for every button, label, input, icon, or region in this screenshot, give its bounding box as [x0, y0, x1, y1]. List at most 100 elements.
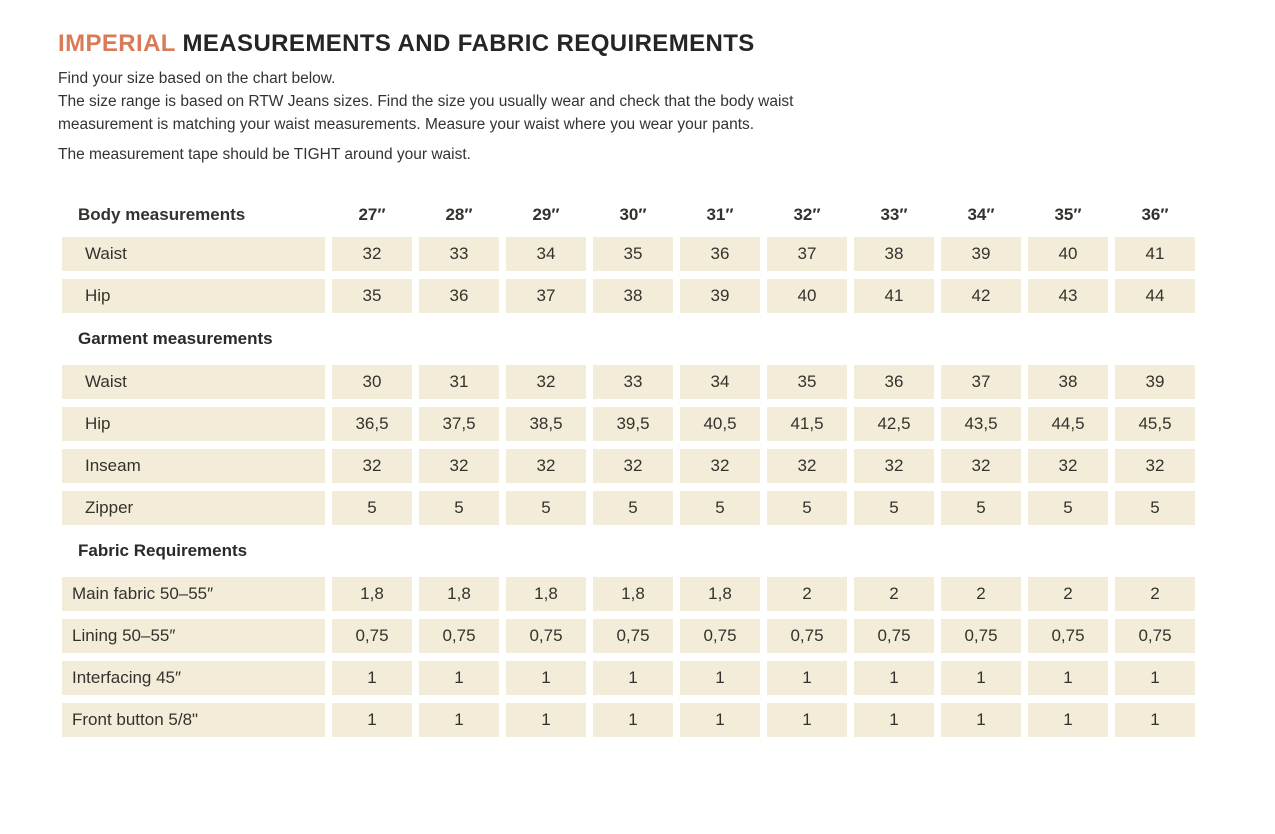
- size-column-header: 31″: [706, 205, 734, 224]
- table-cell: 0,75: [419, 619, 499, 653]
- table-cell: 1: [593, 661, 673, 695]
- table-cell: 5: [332, 491, 412, 525]
- table-cell: 45,5: [1115, 407, 1195, 441]
- table-cell: 1: [419, 661, 499, 695]
- table-cell: 1: [941, 661, 1021, 695]
- table-cell: 2: [941, 577, 1021, 611]
- row-label: Hip: [62, 279, 325, 313]
- table-cell: 37: [767, 237, 847, 271]
- table-cell: 39: [1115, 365, 1195, 399]
- table-cell: 32: [767, 449, 847, 483]
- table-cell: 41: [1115, 237, 1195, 271]
- table-row: Main fabric 50–55″ 1,8 1,8 1,8 1,8 1,8 2 2 2 2 2: [62, 577, 1195, 611]
- table-cell: 0,75: [1115, 619, 1195, 653]
- table-cell: 1: [767, 661, 847, 695]
- section-title-garment: Garment measurements: [78, 329, 273, 348]
- table-cell: 2: [1115, 577, 1195, 611]
- size-column-header: 27″: [358, 205, 386, 224]
- table-header-row: Body measurements 27″ 28″ 29″ 30″ 31″ 32″ 33″ 34…: [62, 198, 1195, 232]
- row-label: Main fabric 50–55″: [62, 577, 325, 611]
- table-cell: 32: [1115, 449, 1195, 483]
- table-cell: 1: [332, 661, 412, 695]
- table-cell: 43: [1028, 279, 1108, 313]
- table-cell: 41,5: [767, 407, 847, 441]
- column-header-label: Body measurements: [78, 205, 246, 224]
- table-cell: 32: [506, 365, 586, 399]
- table-cell: 1: [680, 703, 760, 737]
- table-cell: 43,5: [941, 407, 1021, 441]
- size-table: Body measurements 27″ 28″ 29″ 30″ 31″ 32″ 33″ 34…: [62, 198, 1195, 737]
- table-row: Inseam 32 32 32 32 32 32 32 32 32 32: [62, 449, 1195, 483]
- table-cell: 32: [941, 449, 1021, 483]
- table-row: Lining 50–55″ 0,75 0,75 0,75 0,75 0,75 0,75 0,7…: [62, 619, 1195, 653]
- table-cell: 40,5: [680, 407, 760, 441]
- table-cell: 32: [593, 449, 673, 483]
- table-cell: 36: [419, 279, 499, 313]
- table-cell: 40: [767, 279, 847, 313]
- table-cell: 0,75: [680, 619, 760, 653]
- table-cell: 42: [941, 279, 1021, 313]
- size-column-header: 28″: [445, 205, 473, 224]
- row-label: Waist: [62, 365, 325, 399]
- table-cell: 1: [506, 703, 586, 737]
- row-label: Zipper: [62, 491, 325, 525]
- table-cell: 41: [854, 279, 934, 313]
- table-cell: 39,5: [593, 407, 673, 441]
- table-cell: 5: [680, 491, 760, 525]
- table-cell: 40: [1028, 237, 1108, 271]
- table-cell: 5: [941, 491, 1021, 525]
- table-cell: 5: [1028, 491, 1108, 525]
- table-cell: 32: [332, 449, 412, 483]
- size-column-header: 35″: [1054, 205, 1082, 224]
- table-cell: 32: [332, 237, 412, 271]
- row-label: Inseam: [62, 449, 325, 483]
- table-cell: 34: [506, 237, 586, 271]
- table-cell: 2: [767, 577, 847, 611]
- table-cell: 33: [419, 237, 499, 271]
- table-cell: 0,75: [593, 619, 673, 653]
- table-cell: 1: [680, 661, 760, 695]
- table-row: Hip 35 36 37 38 39 40 41 42 43 44: [62, 279, 1195, 313]
- table-cell: 1: [332, 703, 412, 737]
- table-cell: 1: [1028, 703, 1108, 737]
- table-cell: 36: [854, 365, 934, 399]
- table-cell: 38: [854, 237, 934, 271]
- size-column-header: 34″: [967, 205, 995, 224]
- table-cell: 38: [1028, 365, 1108, 399]
- table-cell: 5: [1115, 491, 1195, 525]
- size-column-header: 36″: [1141, 205, 1169, 224]
- table-cell: 35: [767, 365, 847, 399]
- table-cell: 1: [1115, 661, 1195, 695]
- row-label: Waist: [62, 237, 325, 271]
- table-cell: 44,5: [1028, 407, 1108, 441]
- table-row: Zipper 5 5 5 5 5 5 5 5 5 5: [62, 491, 1195, 525]
- table-cell: 35: [593, 237, 673, 271]
- table-cell: 1: [506, 661, 586, 695]
- table-cell: 0,75: [1028, 619, 1108, 653]
- table-cell: 1,8: [593, 577, 673, 611]
- table-cell: 37,5: [419, 407, 499, 441]
- table-cell: 37: [941, 365, 1021, 399]
- table-cell: 5: [593, 491, 673, 525]
- table-row: Interfacing 45″ 1 1 1 1 1 1 1 1 1 1: [62, 661, 1195, 695]
- row-label: Lining 50–55″: [62, 619, 325, 653]
- table-cell: 2: [854, 577, 934, 611]
- page-title-highlight: IMPERIAL: [58, 30, 176, 57]
- table-cell: 1: [941, 703, 1021, 737]
- table-cell: 1: [1115, 703, 1195, 737]
- table-cell: 1: [1028, 661, 1108, 695]
- table-cell: 1,8: [506, 577, 586, 611]
- table-row: Waist 32 33 34 35 36 37 38 39 40 41: [62, 237, 1195, 271]
- intro-line-1: Find your size based on the chart below.: [58, 70, 336, 87]
- table-cell: 1,8: [680, 577, 760, 611]
- table-cell: 1,8: [419, 577, 499, 611]
- size-column-header: 32″: [793, 205, 821, 224]
- row-label: Front button 5/8": [62, 703, 325, 737]
- table-cell: 32: [419, 449, 499, 483]
- table-cell: 32: [1028, 449, 1108, 483]
- table-row: Waist 30 31 32 33 34 35 36 37 38 39: [62, 365, 1195, 399]
- table-cell: 31: [419, 365, 499, 399]
- table-cell: 1: [854, 703, 934, 737]
- table-cell: 36,5: [332, 407, 412, 441]
